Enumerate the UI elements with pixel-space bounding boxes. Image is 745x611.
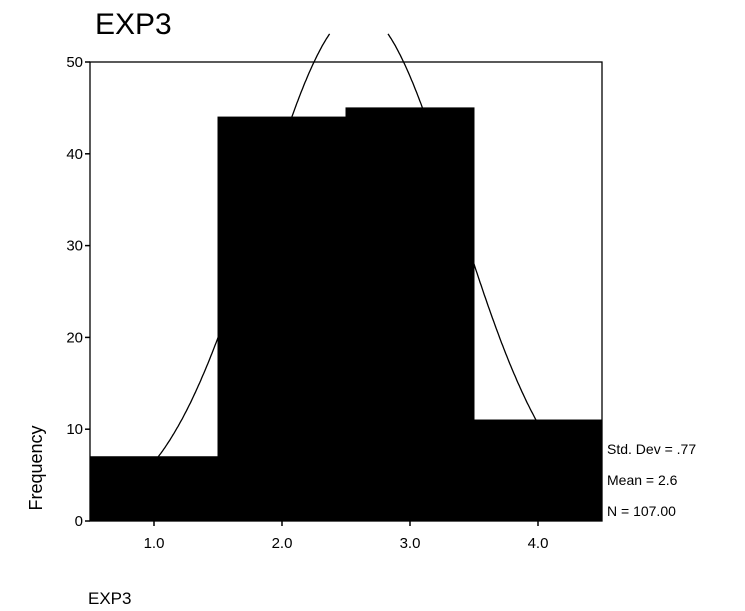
x-tick-label-3.0: 3.0 (400, 535, 421, 552)
bar-2.0 (217, 116, 347, 522)
x-tick-label-2.0: 2.0 (272, 535, 293, 552)
x-tick-label-4.0: 4.0 (528, 535, 549, 552)
stat-line-3: N = 107.00 (607, 503, 676, 519)
y-axis: 0 10 20 30 40 50 (66, 54, 90, 530)
stat-line-2: Mean = 2.6 (607, 472, 678, 488)
normal-curve (89, 33, 603, 510)
y-tick-label-10: 10 (66, 421, 83, 438)
bars-group (89, 107, 603, 522)
bar-3.0 (345, 107, 475, 522)
bar-4.0 (473, 419, 603, 522)
chart-title: EXP3 (95, 8, 172, 41)
stats-box: Std. Dev = .77 Mean = 2.6 N = 107.00 (607, 441, 696, 519)
y-tick-label-20: 20 (66, 329, 83, 346)
y-tick-label-30: 30 (66, 238, 83, 255)
bar-1.0 (89, 456, 219, 522)
x-axis-label: EXP3 (88, 589, 131, 608)
y-axis-label: Frequency (26, 425, 46, 510)
stat-line-1: Std. Dev = .77 (607, 441, 696, 457)
x-axis: 1.0 2.0 3.0 4.0 (144, 521, 549, 552)
y-tick-label-0: 0 (75, 513, 83, 530)
y-tick-label-50: 50 (66, 54, 83, 71)
x-tick-label-1.0: 1.0 (144, 535, 165, 552)
y-tick-label-40: 40 (66, 146, 83, 163)
